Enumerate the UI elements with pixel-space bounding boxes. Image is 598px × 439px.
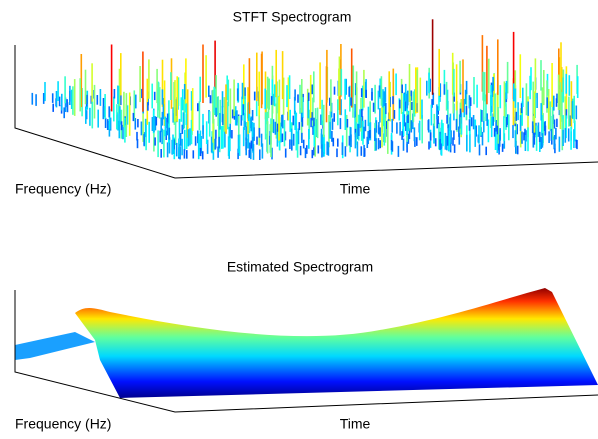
x-axis-label: Time bbox=[340, 181, 371, 197]
stft-plot: STFT Spectrogram Frequency (Hz) Time bbox=[14, 9, 598, 197]
estimated-plot: Estimated Spectrogram Frequency (Hz) Tim… bbox=[14, 259, 598, 432]
axes-frame bbox=[14, 290, 598, 413]
y-axis-label: Frequency (Hz) bbox=[15, 416, 111, 432]
surface-ribbon bbox=[15, 332, 95, 360]
stft-surface bbox=[31, 19, 579, 160]
y-axis-label: Frequency (Hz) bbox=[15, 181, 111, 197]
plot-title: STFT Spectrogram bbox=[233, 9, 352, 25]
axes-frame bbox=[14, 45, 598, 179]
estimated-surface bbox=[75, 288, 598, 398]
plot-title: Estimated Spectrogram bbox=[227, 259, 373, 275]
x-axis-label: Time bbox=[340, 416, 371, 432]
